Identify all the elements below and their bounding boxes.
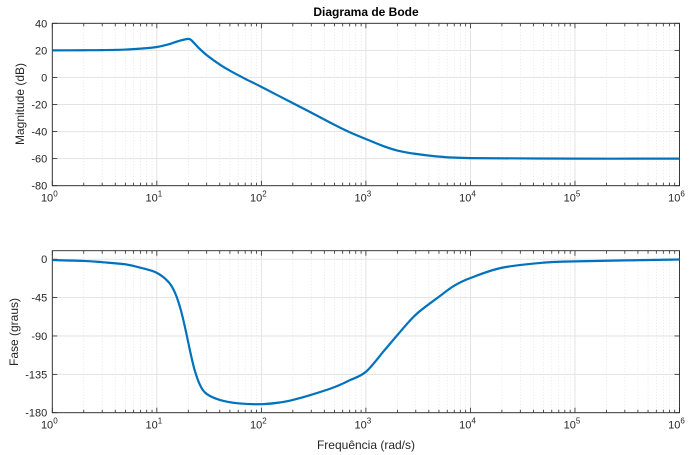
x-tick-label: 100: [41, 417, 58, 432]
x-tick-label: 104: [459, 417, 476, 432]
x-tick-label: 105: [564, 190, 581, 205]
y-tick-label: -90: [31, 331, 47, 343]
x-tick-label: 103: [355, 190, 372, 205]
phase-curve: [52, 258, 680, 406]
y-tick-label: 20: [35, 45, 47, 57]
y-tick-label: -60: [31, 154, 47, 166]
x-tick-label: 106: [668, 417, 685, 432]
x-tick-label: 104: [459, 190, 476, 205]
y-tick-label: -20: [31, 100, 47, 112]
y-tick-label: 40: [35, 18, 47, 30]
axes-box: [51, 22, 680, 187]
axes-box: [51, 250, 680, 414]
magnitude-axes: 100 101 102 103 104 105 106 40 20 0 -20 -40 -60 -80: [31, 18, 685, 204]
x-axis-label: Frequência (rad/s): [317, 438, 415, 452]
phase-axes: 100 101 102 103 104 105 106 0 -45 -90 -135 -180: [25, 250, 685, 432]
phase-y-label: Fase (graus): [7, 298, 21, 366]
y-tick-label: 0: [41, 72, 47, 84]
x-tick-label: 101: [145, 190, 162, 205]
y-tick-label: -40: [31, 127, 47, 139]
x-tick-label: 102: [250, 190, 267, 205]
y-tick-label: -180: [25, 408, 47, 420]
x-tick-label: 106: [668, 190, 685, 205]
y-tick-label: -80: [31, 181, 47, 193]
y-tick-label: -135: [25, 369, 47, 381]
x-tick-label: 103: [355, 417, 372, 432]
y-tick-label: -45: [31, 293, 47, 305]
magnitude-curve: [52, 37, 680, 160]
x-tick-label: 101: [145, 417, 162, 432]
x-tick-label: 102: [250, 417, 267, 432]
x-tick-label: 105: [564, 417, 581, 432]
chart-title: Diagrama de Bode: [313, 5, 419, 19]
magnitude-y-label: Magnitude (dB): [13, 63, 27, 145]
x-tick-label: 100: [41, 190, 58, 205]
y-tick-label: 0: [41, 254, 47, 266]
